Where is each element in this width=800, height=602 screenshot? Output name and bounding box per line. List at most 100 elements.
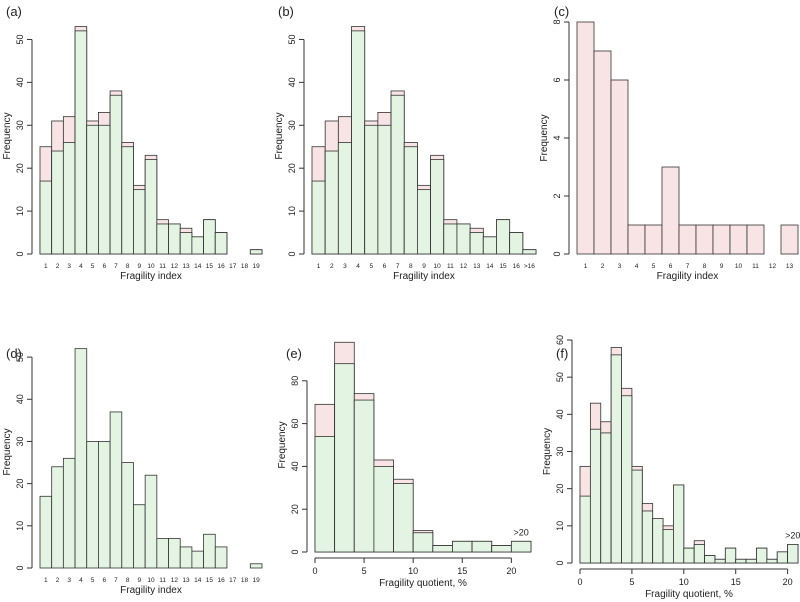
x-tick-label: 7 bbox=[114, 577, 118, 584]
bar-base bbox=[631, 469, 643, 564]
x-tick-label: 10 bbox=[735, 263, 743, 270]
bar-base bbox=[62, 457, 76, 569]
y-tick-label: 0 bbox=[287, 251, 297, 256]
x-axis-label: Fragility quotient, % bbox=[379, 578, 467, 589]
y-axis-label: Frequency bbox=[277, 421, 288, 468]
bar-base bbox=[496, 219, 511, 255]
x-tick-label: 5 bbox=[652, 263, 656, 270]
x-tick-label: 6 bbox=[669, 263, 673, 270]
y-axis-label: Frequency bbox=[2, 112, 13, 159]
x-tick-label: 1 bbox=[44, 263, 48, 270]
y-tick-label: 40 bbox=[15, 77, 25, 87]
x-tick-label: 3 bbox=[343, 263, 347, 270]
bar-base bbox=[412, 532, 434, 553]
x-tick-label: 4 bbox=[635, 263, 639, 270]
bar-total bbox=[695, 224, 714, 255]
x-tick-label: 2 bbox=[601, 263, 605, 270]
bar-base bbox=[133, 504, 146, 569]
bar-base bbox=[491, 545, 512, 553]
bar-base bbox=[109, 94, 123, 255]
bar-base bbox=[417, 189, 431, 255]
bar-total bbox=[746, 224, 765, 255]
bar-total bbox=[661, 166, 680, 255]
y-axis-label: Frequency bbox=[2, 428, 13, 475]
x-tick-label: 12 bbox=[460, 263, 468, 270]
y-tick-label: 10 bbox=[287, 206, 297, 216]
bar-base bbox=[353, 399, 375, 553]
bar-base bbox=[144, 159, 158, 255]
y-tick-label: 50 bbox=[15, 34, 25, 44]
y-tick-label: 60 bbox=[555, 335, 565, 345]
bar-base bbox=[469, 232, 484, 255]
bar-base bbox=[610, 354, 622, 564]
bar-base bbox=[673, 484, 685, 564]
bar-base bbox=[74, 30, 88, 255]
x-tick-label: 10 bbox=[434, 263, 442, 270]
x-tick-label: 8 bbox=[409, 263, 413, 270]
bar-base bbox=[766, 558, 778, 564]
y-tick-label: 0 bbox=[290, 549, 300, 554]
x-axis-label: Fragility index bbox=[657, 271, 719, 282]
bar-base bbox=[156, 538, 169, 569]
bar-base bbox=[249, 563, 263, 569]
y-tick-label: 0 bbox=[552, 251, 562, 256]
x-tick-label: 8 bbox=[126, 263, 130, 270]
panel-label: (c) bbox=[554, 4, 569, 19]
bar-base bbox=[714, 558, 726, 564]
bar-base bbox=[683, 547, 695, 564]
x-tick-label: 9 bbox=[138, 577, 142, 584]
x-tick-label: 1 bbox=[584, 263, 588, 270]
bar-base bbox=[482, 236, 497, 255]
bar-base bbox=[364, 124, 379, 255]
x-tick-label: 8 bbox=[126, 577, 130, 584]
bar-base bbox=[121, 462, 134, 569]
bar-base bbox=[334, 363, 355, 553]
y-tick-label: 20 bbox=[15, 163, 25, 173]
x-axis-label: Fragility index bbox=[120, 585, 182, 596]
y-tick-label: 8 bbox=[552, 19, 562, 24]
y-tick-label: 4 bbox=[552, 135, 562, 140]
y-tick-label: 20 bbox=[290, 504, 300, 514]
x-tick-label: 14 bbox=[194, 577, 202, 584]
y-axis-label: Frequency bbox=[274, 112, 285, 159]
bar-base bbox=[589, 428, 602, 564]
bar-base bbox=[168, 223, 181, 255]
bar-base bbox=[156, 223, 169, 255]
bar-total bbox=[729, 224, 748, 255]
bar-base bbox=[62, 142, 76, 255]
bar-base bbox=[621, 395, 633, 564]
y-tick-label: 0 bbox=[555, 560, 565, 565]
bar-base bbox=[98, 441, 111, 569]
bar-base bbox=[443, 223, 458, 255]
y-axis-label: Frequency bbox=[542, 428, 553, 475]
y-tick-label: 30 bbox=[15, 436, 25, 446]
y-tick-label: 10 bbox=[15, 521, 25, 531]
bar-base bbox=[121, 146, 134, 255]
bar-base bbox=[98, 124, 111, 255]
y-tick-label: 30 bbox=[555, 446, 565, 456]
x-tick-label: 6 bbox=[102, 577, 106, 584]
x-tick-label: 16 bbox=[217, 577, 225, 584]
y-tick-label: 40 bbox=[15, 394, 25, 404]
x-tick-label: 17 bbox=[229, 577, 237, 584]
panel-label: (f) bbox=[556, 346, 568, 361]
x-tick-label: 13 bbox=[786, 263, 794, 270]
bar-base bbox=[51, 150, 64, 255]
y-tick-label: 2 bbox=[552, 193, 562, 198]
x-tick-label: 9 bbox=[138, 263, 142, 270]
x-axis-label: Fragility quotient, % bbox=[645, 589, 733, 600]
bar-base bbox=[51, 466, 64, 569]
bar-base bbox=[109, 411, 123, 569]
bar-total bbox=[627, 224, 646, 255]
x-tick-label: 12 bbox=[171, 263, 179, 270]
bar-base bbox=[393, 483, 414, 553]
x-tick-label: 15 bbox=[206, 577, 214, 584]
bar-base bbox=[191, 236, 204, 255]
x-tick-label: 1 bbox=[44, 577, 48, 584]
bar-base bbox=[168, 538, 181, 569]
x-tick-label: 12 bbox=[171, 577, 179, 584]
x-tick-label: 10 bbox=[679, 577, 689, 587]
x-tick-label: 14 bbox=[486, 263, 494, 270]
bar-base bbox=[377, 124, 392, 255]
